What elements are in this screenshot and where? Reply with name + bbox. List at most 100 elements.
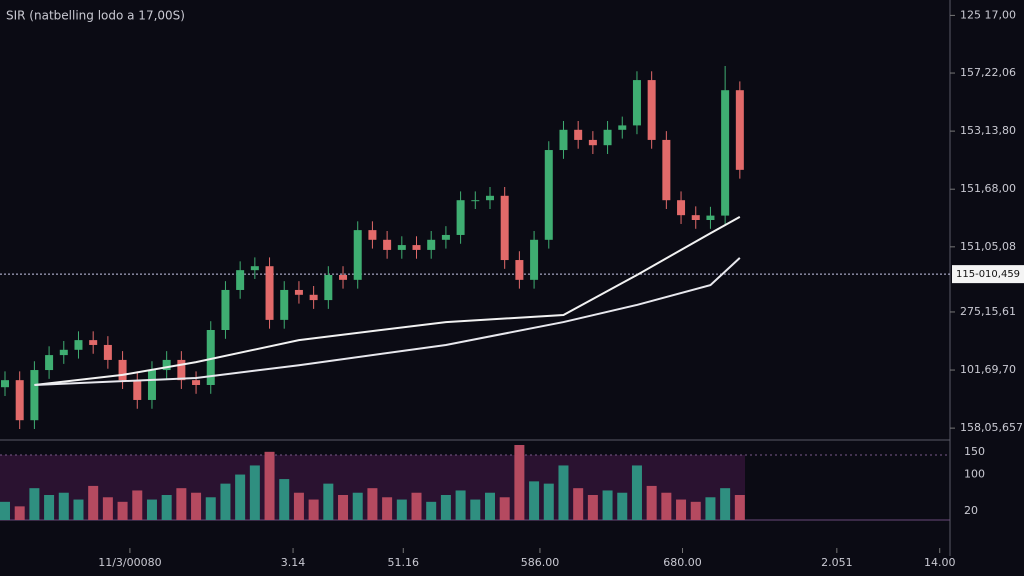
volume-bar bbox=[338, 495, 349, 520]
candle-body bbox=[618, 125, 627, 130]
volume-bar bbox=[264, 451, 275, 520]
volume-bar bbox=[279, 479, 290, 520]
volume-bar bbox=[323, 483, 334, 520]
y-tick-label: 275,15,61 bbox=[960, 305, 1016, 318]
volume-bar bbox=[73, 499, 84, 520]
volume-bar bbox=[308, 499, 319, 520]
candle-body bbox=[485, 195, 494, 201]
candle-body bbox=[280, 289, 289, 320]
volume-bar bbox=[602, 490, 613, 520]
volume-bar bbox=[249, 465, 260, 520]
y-tick-label: 153,13,80 bbox=[960, 124, 1016, 137]
candle-body bbox=[397, 245, 406, 250]
x-tick-label: 680.00 bbox=[663, 556, 702, 569]
candle-body bbox=[515, 260, 524, 280]
volume-bar bbox=[514, 445, 525, 520]
y-tick-label: 125 17,00 bbox=[960, 8, 1016, 21]
volume-bar bbox=[58, 492, 69, 520]
x-tick-label: 2.051 bbox=[821, 556, 853, 569]
volume-tick-label: 20 bbox=[964, 504, 978, 517]
volume-bar bbox=[205, 497, 216, 520]
candle-body bbox=[0, 380, 9, 388]
candle-body bbox=[427, 239, 436, 250]
candle-body bbox=[353, 230, 362, 280]
volume-bar bbox=[631, 465, 642, 520]
volume-bar bbox=[44, 495, 55, 520]
candle-body bbox=[30, 370, 39, 421]
candle-body bbox=[309, 294, 318, 301]
x-tick-label: 51.16 bbox=[388, 556, 420, 569]
volume-tick-label: 150 bbox=[964, 445, 985, 458]
candle-body bbox=[192, 380, 201, 385]
volume-bar bbox=[0, 501, 10, 520]
candle-body bbox=[588, 139, 597, 146]
volume-bar bbox=[411, 492, 422, 520]
volume-bar bbox=[396, 499, 407, 520]
candle-body bbox=[236, 270, 245, 290]
candle-body bbox=[706, 215, 715, 220]
volume-bar bbox=[484, 492, 495, 520]
volume-bar bbox=[661, 492, 672, 520]
candle-body bbox=[324, 275, 333, 301]
volume-bar bbox=[617, 492, 628, 520]
volume-tick-label: 100 bbox=[964, 468, 985, 481]
candle-body bbox=[147, 370, 156, 400]
volume-bar bbox=[499, 497, 510, 520]
candle-body bbox=[721, 90, 730, 216]
candle-body bbox=[691, 215, 700, 220]
candle-body bbox=[530, 239, 539, 280]
candle-body bbox=[471, 200, 480, 202]
candle-body bbox=[603, 129, 612, 146]
candle-body bbox=[441, 234, 450, 240]
volume-bar bbox=[558, 465, 569, 520]
candle-body bbox=[221, 289, 230, 330]
volume-bar bbox=[293, 492, 304, 520]
volume-bar bbox=[132, 490, 143, 520]
candle-body bbox=[89, 340, 98, 345]
volume-bar bbox=[382, 497, 393, 520]
volume-bar bbox=[161, 495, 172, 520]
candle-body bbox=[206, 330, 215, 385]
candle-body bbox=[544, 150, 553, 240]
price-label: 115-010,459 bbox=[956, 269, 1020, 280]
y-tick-label: 151,68,00 bbox=[960, 182, 1016, 195]
candle-body bbox=[294, 289, 303, 295]
candle-body bbox=[15, 380, 24, 421]
volume-bar bbox=[220, 483, 231, 520]
candle-body bbox=[250, 266, 259, 271]
volume-bar bbox=[676, 499, 687, 520]
x-tick-label: 3.14 bbox=[281, 556, 306, 569]
volume-bar bbox=[470, 499, 481, 520]
volume-bar bbox=[690, 501, 701, 520]
volume-bar bbox=[176, 488, 187, 520]
volume-bar bbox=[573, 488, 584, 520]
volume-bar bbox=[352, 492, 363, 520]
chart-title: SIR (natbelling lodo a 17,00S) bbox=[6, 9, 185, 23]
moving-average bbox=[34, 257, 741, 386]
candle-body bbox=[735, 90, 744, 170]
candle-body bbox=[574, 129, 583, 140]
candle-body bbox=[177, 359, 186, 381]
candle-body bbox=[162, 359, 171, 371]
candle-body bbox=[412, 245, 421, 250]
candle-body bbox=[265, 266, 274, 320]
candle-body bbox=[456, 200, 465, 235]
volume-bar bbox=[529, 481, 540, 520]
x-tick-label: 586.00 bbox=[521, 556, 560, 569]
candle-body bbox=[500, 195, 509, 261]
volume-bar bbox=[88, 485, 99, 520]
volume-bar bbox=[235, 474, 246, 520]
y-tick-label: 158,05,657 bbox=[960, 421, 1023, 434]
candle-body bbox=[133, 380, 142, 400]
volume-bar bbox=[720, 488, 731, 520]
candle-body bbox=[45, 355, 54, 371]
candle-body bbox=[118, 359, 127, 381]
candle-body bbox=[647, 80, 656, 140]
volume-bar bbox=[146, 499, 157, 520]
x-tick-label: 14.00 bbox=[924, 556, 956, 569]
candle-body bbox=[383, 239, 392, 250]
candle-body bbox=[662, 139, 671, 201]
y-tick-label: 157,22,06 bbox=[960, 66, 1016, 79]
